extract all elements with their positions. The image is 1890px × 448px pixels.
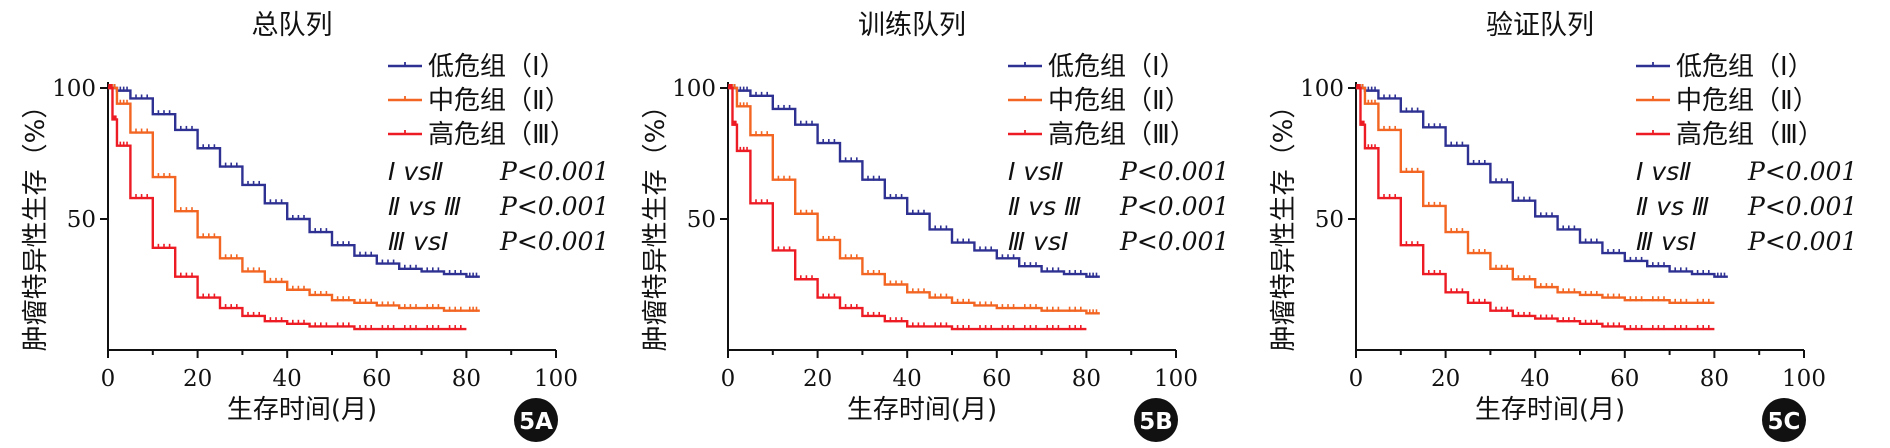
- x-tick-label: 60: [982, 366, 1011, 392]
- legend-label-2: 中危组（Ⅱ）: [428, 86, 571, 116]
- km-curve-1: [728, 86, 1100, 278]
- x-tick-label: 80: [1700, 366, 1729, 392]
- panel-5B: 训练队列 0 20 40 60 80 100 50 100 生存时间(月) 肿瘤特异性生存（%） 低危…: [641, 10, 1229, 442]
- legend-label-3: 高危组（Ⅲ）: [1048, 120, 1196, 150]
- stat-comparison: Ⅱ vs Ⅲ: [388, 192, 461, 221]
- x-tick-label: 40: [1521, 366, 1550, 392]
- legend-label-3: 高危组（Ⅲ）: [1676, 120, 1824, 150]
- panel-badge-label: 5A: [519, 409, 553, 435]
- chart-title: 训练队列: [858, 10, 966, 41]
- y-axis-label: 肿瘤特异性生存（%）: [1269, 93, 1299, 352]
- legend-label-1: 低危组（Ⅰ）: [1048, 52, 1186, 82]
- panel-badge: [514, 398, 558, 442]
- stat-pvalue: P<0.001: [1747, 227, 1857, 256]
- chart-title: 验证队列: [1486, 10, 1594, 41]
- y-tick-label: 100: [1300, 76, 1344, 102]
- legend-label-1: 低危组（Ⅰ）: [1676, 52, 1814, 82]
- x-tick-label: 40: [273, 366, 302, 392]
- stat-comparison: Ⅰ vsⅡ: [1636, 157, 1691, 186]
- legend-label-1: 低危组（Ⅰ）: [428, 52, 566, 82]
- y-axis-label: 肿瘤特异性生存（%）: [21, 93, 51, 352]
- stat-pvalue: P<0.001: [1119, 192, 1229, 221]
- x-tick-label: 20: [803, 366, 832, 392]
- legend-label-2: 中危组（Ⅱ）: [1048, 86, 1191, 116]
- panel-5A: 总队列 0 20 40 60 80 100 50 100 生存时间(月) 肿瘤特异性生存（%） 低危组…: [21, 10, 609, 442]
- km-curve-1: [1356, 86, 1728, 278]
- km-curve-2: [1356, 86, 1715, 305]
- km-curve-1: [108, 86, 480, 278]
- stat-pvalue: P<0.001: [1747, 192, 1857, 221]
- x-axis-label: 生存时间(月): [847, 395, 997, 425]
- y-axis-label: 肿瘤特异性生存（%）: [641, 93, 671, 352]
- stat-comparison: Ⅰ vsⅡ: [1008, 157, 1063, 186]
- panel-badge: [1134, 398, 1178, 442]
- stat-pvalue: P<0.001: [499, 227, 609, 256]
- panel-badge-label: 5C: [1768, 409, 1801, 435]
- x-tick-label: 100: [534, 366, 578, 392]
- panel-badge-label: 5B: [1139, 409, 1173, 435]
- x-axis-label: 生存时间(月): [227, 395, 377, 425]
- x-axis-label: 生存时间(月): [1475, 395, 1625, 425]
- x-tick-label: 60: [1610, 366, 1639, 392]
- x-tick-label: 20: [183, 366, 212, 392]
- x-tick-label: 100: [1154, 366, 1198, 392]
- stat-comparison: Ⅲ vsⅠ: [388, 227, 448, 256]
- panel-5C: 验证队列 0 20 40 60 80 100 50 100 生存时间(月) 肿瘤特异性生存（%） 低危…: [1269, 10, 1857, 442]
- stat-pvalue: P<0.001: [1119, 227, 1229, 256]
- x-tick-label: 100: [1782, 366, 1826, 392]
- x-tick-label: 40: [893, 366, 922, 392]
- y-tick-label: 100: [672, 76, 716, 102]
- y-tick-label: 50: [67, 207, 96, 233]
- stat-comparison: Ⅲ vsⅠ: [1008, 227, 1068, 256]
- y-tick-label: 50: [687, 207, 716, 233]
- x-tick-label: 80: [452, 366, 481, 392]
- x-tick-label: 80: [1072, 366, 1101, 392]
- legend-label-3: 高危组（Ⅲ）: [428, 120, 576, 150]
- stat-pvalue: P<0.001: [499, 192, 609, 221]
- legend-label-2: 中危组（Ⅱ）: [1676, 86, 1819, 116]
- x-tick-label: 0: [101, 366, 116, 392]
- stat-pvalue: P<0.001: [1747, 157, 1857, 186]
- x-tick-label: 0: [1349, 366, 1364, 392]
- km-curve-3: [1356, 86, 1715, 331]
- stat-comparison: Ⅱ vs Ⅲ: [1636, 192, 1709, 221]
- panel-badge: [1762, 398, 1806, 442]
- km-curve-3: [108, 86, 467, 331]
- stat-comparison: Ⅰ vsⅡ: [388, 157, 443, 186]
- y-tick-label: 100: [52, 76, 96, 102]
- x-tick-label: 20: [1431, 366, 1460, 392]
- stat-pvalue: P<0.001: [499, 157, 609, 186]
- y-tick-label: 50: [1315, 207, 1344, 233]
- chart-title: 总队列: [252, 10, 333, 41]
- x-tick-label: 0: [721, 366, 736, 392]
- x-tick-label: 60: [362, 366, 391, 392]
- stat-pvalue: P<0.001: [1119, 157, 1229, 186]
- stat-comparison: Ⅲ vsⅠ: [1636, 227, 1696, 256]
- stat-comparison: Ⅱ vs Ⅲ: [1008, 192, 1081, 221]
